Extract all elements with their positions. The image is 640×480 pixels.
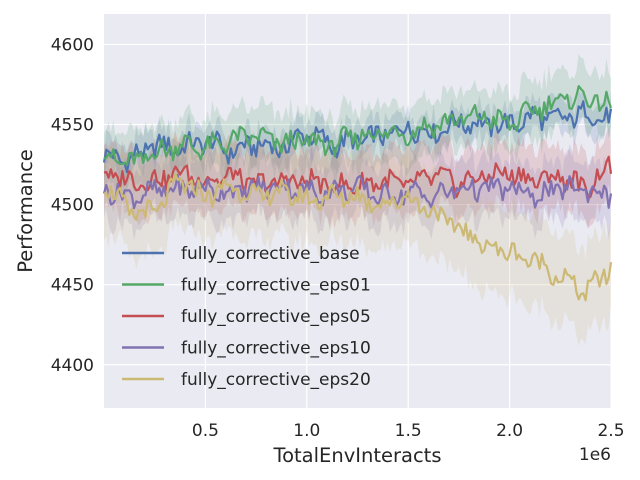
y-tick-label: 4600 (51, 35, 94, 55)
x-tick-labels: 0.5 1.0 1.5 2.0 2.5 (192, 421, 625, 441)
y-axis-label: Performance (14, 149, 37, 273)
legend-label: fully_corrective_eps10 (181, 339, 371, 359)
confidence-band (104, 53, 611, 196)
series-line (103, 173, 613, 302)
series-line (102, 173, 613, 210)
y-tick-label: 4400 (51, 356, 94, 376)
x-axis-label: TotalEnvInteracts (272, 444, 441, 467)
x-tick-label: 1.5 (395, 421, 422, 441)
y-tick-label: 4450 (51, 276, 94, 296)
grid (104, 14, 612, 408)
series-line (103, 84, 613, 166)
legend-label: fully_corrective_base (181, 244, 360, 264)
y-tick-label: 4500 (51, 196, 94, 216)
plot-background (104, 14, 611, 408)
y-tick-label: 4550 (51, 116, 94, 136)
legend: fully_corrective_base fully_corrective_ep… (122, 244, 371, 390)
x-tick-label: 2.0 (496, 421, 523, 441)
series-lines (102, 84, 613, 302)
legend-label: fully_corrective_eps20 (181, 370, 371, 390)
x-tick-label: 0.5 (192, 421, 219, 441)
x-axis-offset-label: 1e6 (579, 445, 611, 465)
x-tick-label: 2.5 (597, 421, 624, 441)
x-tick-label: 1.0 (293, 421, 320, 441)
series-line (102, 100, 613, 174)
legend-label: fully_corrective_eps05 (181, 307, 371, 327)
y-tick-labels: 4400 4450 4500 4550 4600 (51, 35, 94, 375)
legend-label: fully_corrective_eps01 (181, 276, 371, 296)
